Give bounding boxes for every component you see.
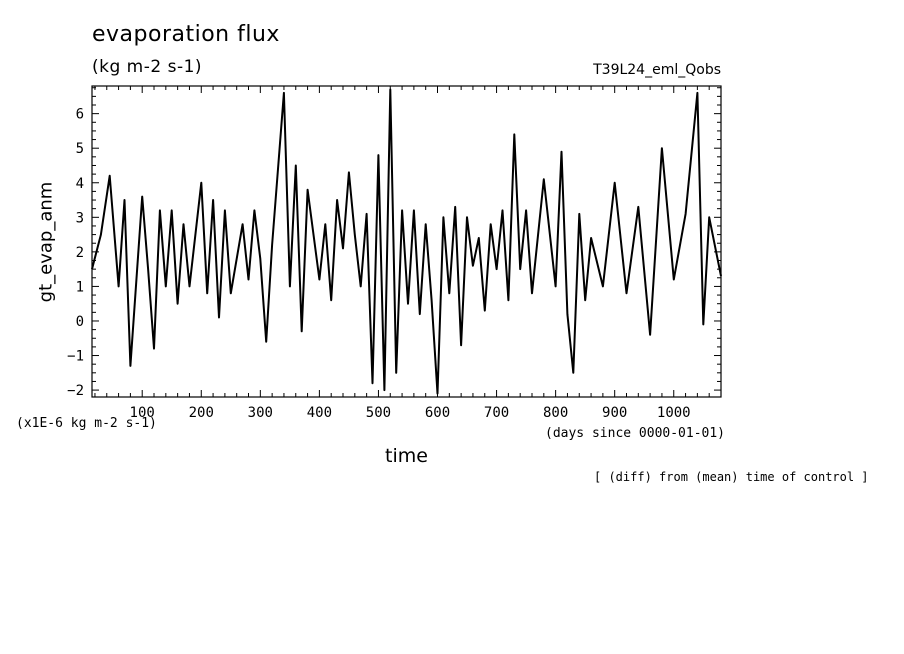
y-axis-label: gt_evap_anm	[35, 181, 57, 303]
x-tick-label: 500	[366, 405, 391, 421]
series-line	[91, 88, 722, 395]
run-label: T39L24_eml_Qobs	[593, 62, 721, 78]
chart-subtitle: (kg m-2 s-1)	[92, 57, 203, 77]
x-unit-note: (days since 0000-01-01)	[545, 426, 726, 441]
y-tick-label: 6	[76, 107, 84, 123]
x-axis-label: time	[385, 445, 428, 467]
x-tick-label: 700	[484, 405, 509, 421]
y-tick-label: 0	[76, 314, 84, 330]
footnote: [ (diff) from (mean) time of control ]	[594, 470, 869, 484]
y-tick-label: 1	[76, 279, 84, 295]
axis-tick-labels: 100 200 300 400 500 600 700 800 900 1000 −2 −1 0 1 2 3 4…	[67, 107, 690, 421]
x-tick-label: 600	[425, 405, 450, 421]
y-tick-label: 5	[76, 141, 84, 157]
x-tick-label: 200	[189, 405, 214, 421]
x-tick-label: 400	[307, 405, 332, 421]
x-tick-label: 300	[248, 405, 273, 421]
x-tick-label: 900	[602, 405, 627, 421]
x-tick-label: 1000	[657, 405, 691, 421]
y-tick-label: 2	[76, 245, 84, 261]
y-tick-label: 4	[76, 176, 84, 192]
y-tick-label: 3	[76, 210, 84, 226]
x-tick-label: 800	[543, 405, 568, 421]
x-tick-label: 100	[130, 405, 155, 421]
plot-frame	[91, 85, 722, 398]
y-scale-note: (x1E-6 kg m-2 s-1)	[16, 416, 157, 431]
axis-ticks	[92, 86, 722, 397]
chart-title: evaporation flux	[92, 22, 280, 47]
y-tick-label: −2	[67, 383, 84, 399]
y-tick-label: −1	[67, 349, 84, 365]
